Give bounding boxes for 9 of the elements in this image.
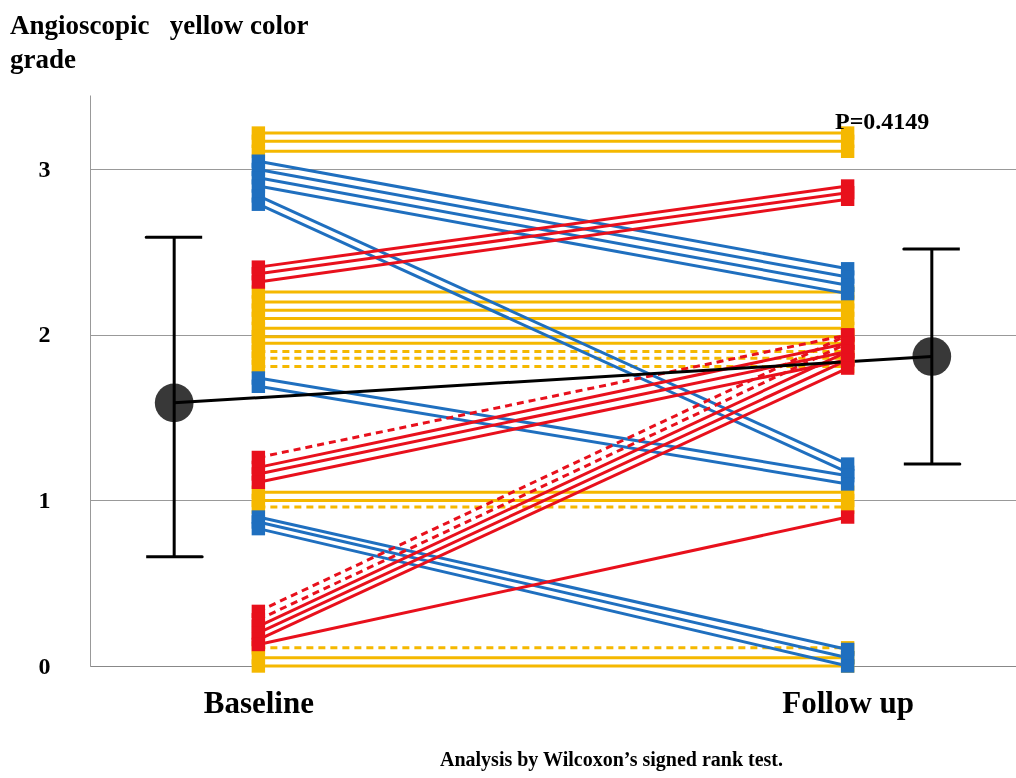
y-tick-label: 0: [38, 652, 51, 679]
x-tick-label: Follow up: [782, 684, 915, 720]
x-tick-label: Baseline: [203, 684, 314, 720]
y-tick-label: 2: [38, 321, 51, 348]
text: Analysis by Wilcoxon’s signed rank test.: [440, 748, 784, 771]
y-tick-label: 1: [38, 486, 51, 513]
y-axis-title: Angioscopic yellow color grade: [10, 9, 309, 76]
y-tick-label: 3: [38, 155, 51, 182]
annotation: P=0.4149: [835, 108, 930, 134]
